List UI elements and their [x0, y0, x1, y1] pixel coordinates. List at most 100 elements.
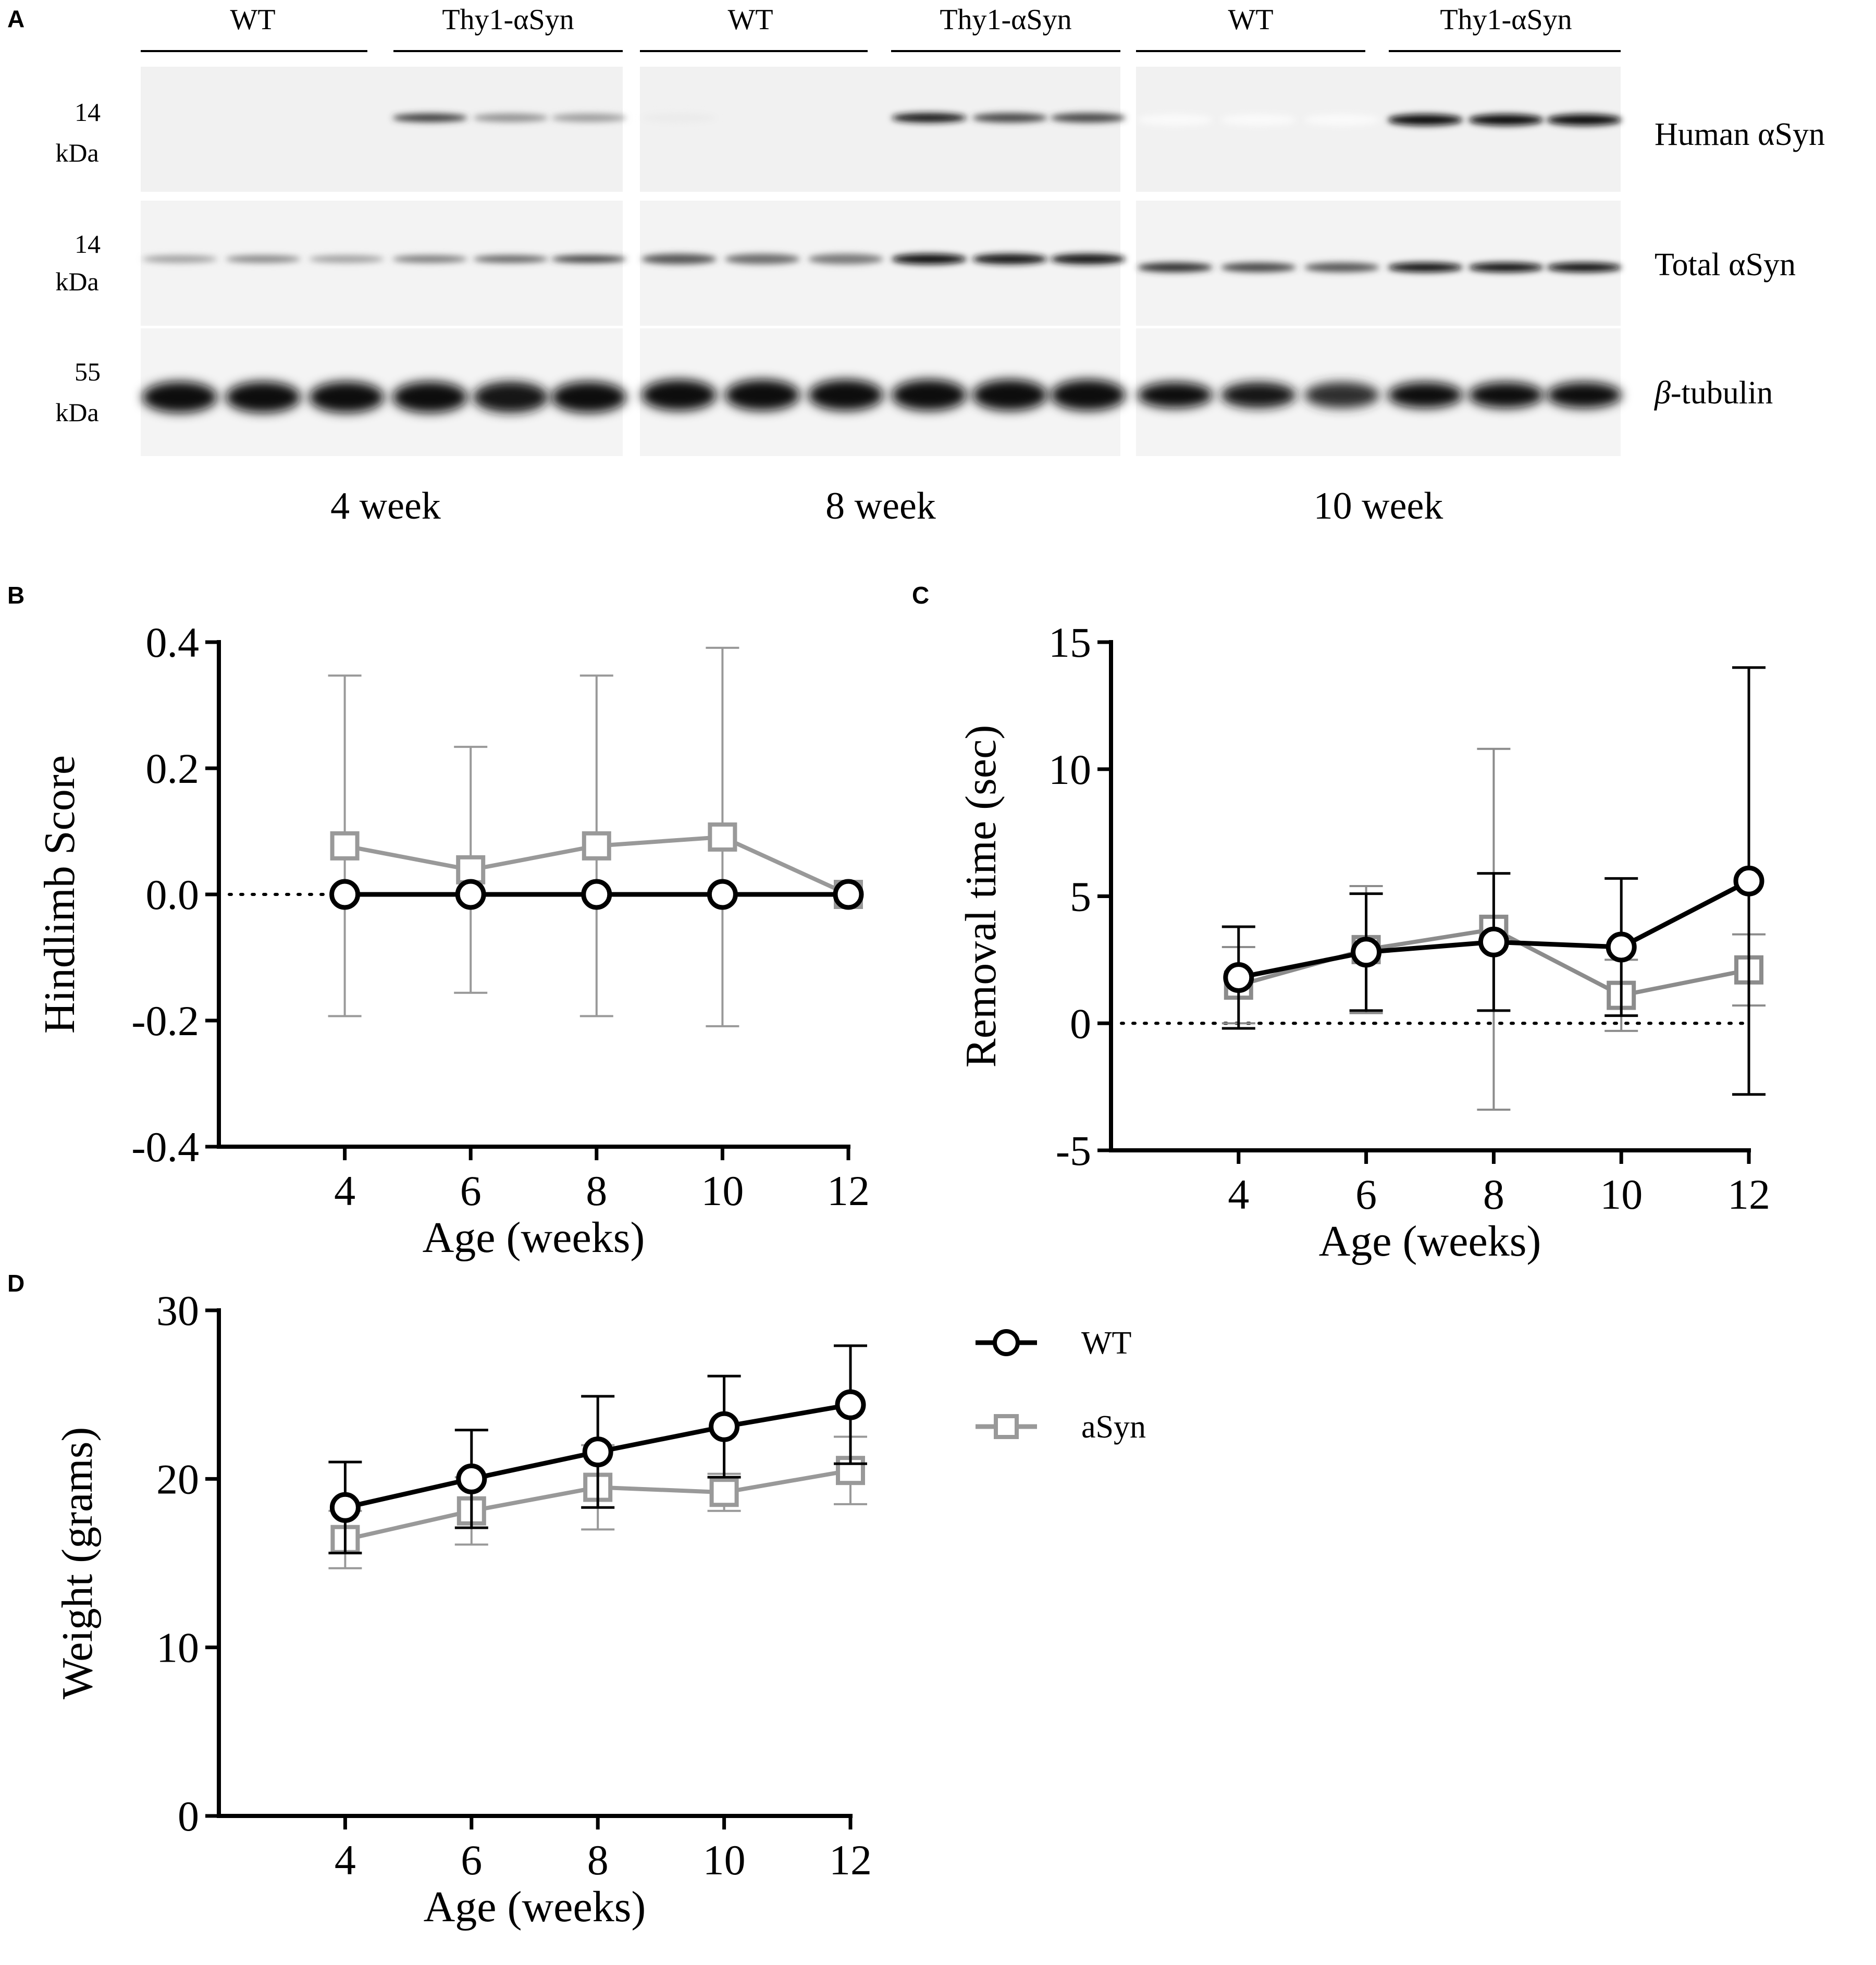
blot-band [1468, 114, 1544, 126]
series-wt [328, 1344, 867, 1555]
data-point [708, 822, 737, 852]
y-axis-label: Weight (grams) [53, 1427, 102, 1700]
y-tick-label: -5 [1056, 1127, 1091, 1174]
x-tick-label: 10 [703, 1836, 746, 1884]
data-point [455, 879, 486, 910]
blot-band [1138, 263, 1213, 272]
removal-time-chart: -5 0 5 10 15 4 6 8 10 12 Age (weeks) Removal time (… [957, 619, 1770, 1266]
blot-band [892, 254, 967, 264]
y-tick-label: 0 [1070, 1000, 1091, 1047]
y-tick-label: 0.4 [146, 619, 200, 666]
x-axis-label: Age (weeks) [424, 1883, 646, 1931]
x-tick-label: 4 [334, 1167, 355, 1214]
row-name-human-asyn: Human αSyn [1655, 117, 1825, 152]
blot-band [473, 382, 548, 413]
age-label-group1: 4 week [330, 485, 441, 527]
western-blot-panel: WT Thy1-αSyn WT Thy1-αSyn WT Thy1-αSyn 1… [55, 4, 1825, 527]
x-tick-label: 12 [1727, 1171, 1770, 1218]
blot-membrane [141, 67, 623, 192]
blot-band [473, 255, 548, 263]
blot-band [1388, 263, 1463, 272]
blot-band [1138, 114, 1213, 126]
blot-band [1051, 254, 1126, 264]
x-tick-label: 10 [1600, 1171, 1643, 1218]
data-point [1733, 865, 1764, 896]
blot-band [1221, 263, 1296, 272]
blot-group-headers: WT Thy1-αSyn WT Thy1-αSyn WT Thy1-αSyn [141, 4, 1621, 52]
data-point [329, 879, 361, 910]
group2-tg-label: Thy1-αSyn [940, 4, 1071, 36]
y-tick-label: 5 [1070, 873, 1091, 920]
blot-band [309, 382, 384, 413]
blot-band [1304, 382, 1379, 408]
data-point [330, 831, 360, 861]
blot-images [141, 67, 1622, 456]
y-tick-label: 0 [178, 1792, 199, 1840]
blot-band [1468, 382, 1544, 408]
data-point [329, 1492, 361, 1523]
y-tick-label: 10 [156, 1624, 199, 1672]
series-asyn [328, 646, 863, 1027]
x-tick-label: 6 [461, 1836, 482, 1884]
blot-membrane [141, 201, 623, 326]
blot-row-names: Human αSyn Total αSyn β-tubulin [1654, 117, 1825, 411]
x-tick-label: 4 [335, 1836, 356, 1884]
blot-band [892, 113, 967, 122]
blot-band [1051, 113, 1126, 122]
blot-band [226, 382, 301, 413]
blot-band [1051, 379, 1126, 411]
mw-value-row3: 55 [75, 357, 101, 386]
blot-band [972, 113, 1047, 122]
row-name-beta-prefix: β [1654, 375, 1671, 411]
group2-wt-label: WT [727, 4, 773, 36]
blot-membrane [640, 201, 1120, 326]
group1-tg-label: Thy1-αSyn [442, 4, 574, 36]
data-point [833, 879, 864, 910]
panel-letter-a: A [7, 5, 24, 32]
x-tick-label: 12 [827, 1167, 870, 1214]
data-point [1223, 962, 1254, 993]
blot-membrane [640, 67, 1120, 192]
blot-band [1388, 114, 1463, 126]
legend-asyn-label: aSyn [1081, 1409, 1146, 1445]
blot-band [1388, 382, 1463, 408]
row-name-total-asyn: Total αSyn [1655, 247, 1796, 283]
x-tick-label: 8 [1483, 1171, 1504, 1218]
data-point [456, 855, 486, 885]
legend-asyn-marker [994, 1414, 1019, 1439]
age-label-group2: 8 week [825, 485, 936, 527]
blot-band [641, 254, 717, 264]
y-tick-label: 0.0 [146, 871, 200, 918]
blot-band [641, 113, 717, 122]
y-axis-label: Hindlimb Score [35, 755, 84, 1034]
y-tick-label: -0.2 [131, 997, 199, 1045]
blot-band [972, 254, 1047, 264]
mw-value-row1: 14 [75, 97, 101, 127]
blot-band [808, 254, 883, 264]
blot-band [142, 255, 217, 263]
blot-band [392, 382, 467, 413]
y-tick-label: 20 [156, 1455, 199, 1503]
age-label-group3: 10 week [1314, 485, 1443, 527]
legend: WT aSyn [976, 1325, 1146, 1445]
blot-band [1304, 114, 1379, 126]
blot-band [1304, 263, 1379, 272]
mw-unit-row3: kDa [55, 398, 98, 427]
series-wt [329, 879, 864, 910]
blot-band [1138, 382, 1213, 408]
y-tick-label: 30 [156, 1287, 199, 1334]
x-axis-label: Age (weeks) [1319, 1217, 1541, 1266]
row-name-beta-tubulin: β-tubulin [1654, 375, 1773, 411]
data-point [582, 831, 611, 861]
mw-markers: 14 kDa 14 kDa 55 kDa [55, 97, 101, 427]
legend-wt-label: WT [1081, 1325, 1131, 1361]
blot-band [892, 379, 967, 411]
blot-band [725, 254, 800, 264]
group3-tg-label: Thy1-αSyn [1440, 4, 1572, 36]
x-tick-label: 8 [587, 1836, 609, 1884]
x-axis-label: Age (weeks) [423, 1213, 645, 1262]
blot-band [473, 114, 548, 122]
panel-letter-d: D [7, 1270, 24, 1297]
data-point [1606, 931, 1637, 963]
mw-unit-row2: kDa [55, 267, 98, 296]
